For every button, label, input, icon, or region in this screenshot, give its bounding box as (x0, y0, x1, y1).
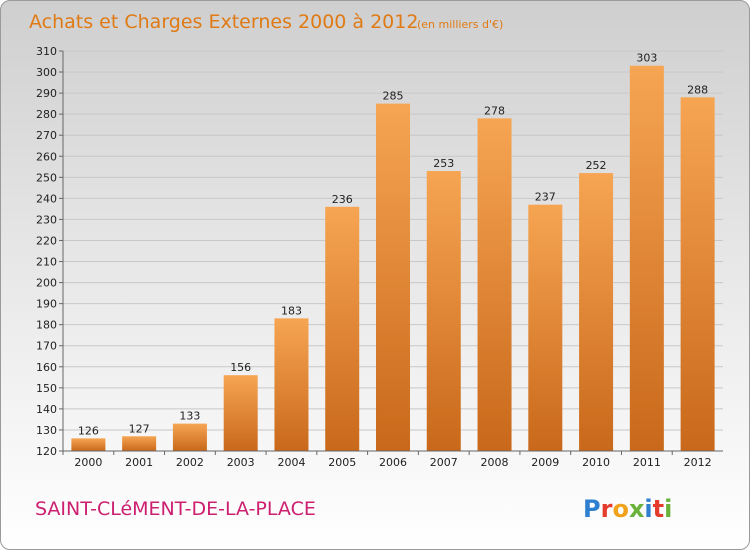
bar-value-label: 253 (433, 157, 454, 170)
bar (223, 375, 258, 451)
bar (629, 65, 664, 451)
y-tick-label: 280 (36, 108, 57, 121)
logo-letter: x (629, 495, 645, 523)
proxiti-logo: Proxiti (583, 495, 672, 523)
logo-letter: i (644, 495, 652, 523)
y-tick-label: 190 (36, 298, 57, 311)
y-tick-label: 160 (36, 361, 57, 374)
bar-value-label: 126 (78, 424, 99, 437)
bar (274, 318, 309, 451)
y-tick-label: 200 (36, 277, 57, 290)
chart-subtitle: (en milliers d'€) (417, 18, 503, 31)
bar-value-label: 183 (281, 304, 302, 317)
y-tick-label: 130 (36, 424, 57, 437)
bar (579, 173, 614, 451)
y-tick-label: 220 (36, 234, 57, 247)
bar (71, 438, 106, 451)
x-tick-label: 2000 (74, 456, 102, 469)
x-tick-label: 2002 (176, 456, 204, 469)
x-tick-label: 2001 (125, 456, 153, 469)
bar (426, 171, 461, 451)
x-tick-label: 2003 (227, 456, 255, 469)
logo-letter: o (612, 495, 629, 523)
bar-value-label: 285 (383, 90, 404, 103)
x-tick-label: 2012 (684, 456, 712, 469)
y-tick-label: 250 (36, 171, 57, 184)
y-tick-label: 180 (36, 319, 57, 332)
x-tick-label: 2008 (481, 456, 509, 469)
y-tick-label: 290 (36, 87, 57, 100)
chart-title: Achats et Charges Externes 2000 à 2012 (29, 11, 418, 33)
bar (122, 436, 157, 451)
bar-value-label: 237 (535, 191, 556, 204)
logo-letter: i (664, 495, 672, 523)
y-axis: 120 130 140 150 160 170 180 190 200 210 220 230 240 2… (36, 45, 64, 458)
logo-letter: P (583, 495, 601, 523)
bars: 126 127 133 156 183 236 285 253 278 237 252 303 288 (71, 52, 715, 452)
bar (172, 423, 207, 451)
place-name: SAINT-CLéMENT-DE-LA-PLACE (35, 498, 316, 520)
x-axis: 2000 2001 2002 2003 2004 2005 2006 2007 2008 2009… (62, 450, 723, 469)
bar-value-label: 133 (179, 410, 200, 423)
y-tick-label: 300 (36, 66, 57, 79)
bar (528, 204, 563, 451)
logo-letter: t (653, 495, 664, 523)
bar-value-label: 156 (230, 361, 251, 374)
y-tick-label: 120 (36, 445, 57, 458)
bar (325, 206, 360, 451)
bar-value-label: 252 (586, 159, 607, 172)
bar (376, 103, 410, 451)
bar-value-label: 288 (687, 83, 708, 96)
y-tick-label: 230 (36, 213, 57, 226)
x-tick-label: 2005 (328, 456, 356, 469)
x-tick-label: 2009 (531, 456, 559, 469)
x-tick-label: 2004 (277, 456, 305, 469)
x-tick-label: 2006 (379, 456, 407, 469)
y-tick-label: 310 (36, 45, 57, 58)
y-tick-label: 150 (36, 382, 57, 395)
y-tick-label: 260 (36, 150, 57, 163)
x-tick-label: 2011 (633, 456, 661, 469)
y-tick-label: 270 (36, 129, 57, 142)
x-tick-label: 2007 (430, 456, 458, 469)
y-tick-label: 210 (36, 256, 57, 269)
bar-value-label: 127 (129, 422, 150, 435)
logo-letter: r (601, 495, 613, 523)
y-tick-label: 140 (36, 403, 57, 416)
bar-value-label: 303 (636, 52, 657, 65)
bar-value-label: 236 (332, 193, 353, 206)
bar-value-label: 278 (484, 104, 505, 117)
x-tick-label: 2010 (582, 456, 610, 469)
y-tick-label: 240 (36, 192, 57, 205)
bar (680, 97, 715, 451)
bar (477, 118, 512, 452)
y-tick-label: 170 (36, 340, 57, 353)
